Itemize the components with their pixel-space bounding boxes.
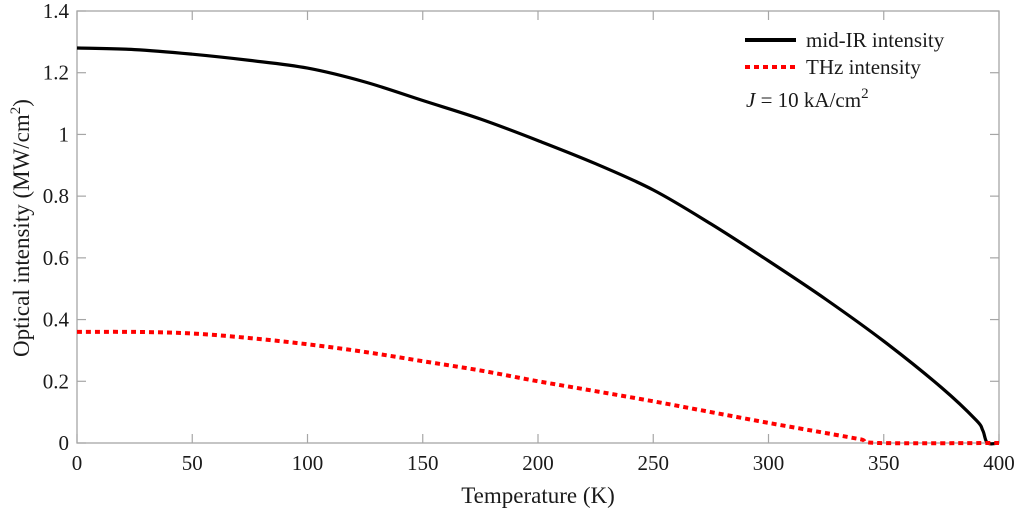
x-tick-label: 350 bbox=[868, 451, 900, 475]
y-tick-label: 1 bbox=[59, 122, 70, 146]
legend-label-thz: THz intensity bbox=[806, 55, 921, 79]
y-tick-label: 0.2 bbox=[43, 369, 69, 393]
y-tick-label: 0 bbox=[59, 431, 70, 455]
y-tick-label: 0.6 bbox=[43, 246, 69, 270]
x-tick-label: 200 bbox=[522, 451, 554, 475]
y-tick-label: 1.2 bbox=[43, 61, 69, 85]
x-tick-label: 400 bbox=[983, 451, 1015, 475]
x-axis-ticks: 0 50 100 150 200 250 300 350 400 bbox=[72, 11, 1015, 475]
x-tick-label: 250 bbox=[638, 451, 670, 475]
y-tick-label: 0.4 bbox=[43, 308, 70, 332]
thz-intensity-line bbox=[76, 329, 1000, 446]
x-tick-label: 50 bbox=[182, 451, 203, 475]
x-tick-label: 0 bbox=[72, 451, 83, 475]
y-tick-label: 1.4 bbox=[43, 0, 70, 23]
x-tick-label: 300 bbox=[753, 451, 785, 475]
x-axis-title: Temperature (K) bbox=[461, 483, 615, 508]
y-axis-title: Optical intensity (MW/cm2) bbox=[8, 99, 34, 357]
current-density-annotation: J = 10 kA/cm2 bbox=[746, 86, 869, 112]
y-axis-ticks: 0 0.2 0.4 0.6 0.8 1 1.2 1.4 bbox=[43, 0, 999, 455]
x-tick-label: 100 bbox=[292, 451, 324, 475]
data-series bbox=[76, 46, 1000, 446]
legend-label-mid-ir: mid-IR intensity bbox=[806, 28, 945, 52]
x-tick-label: 150 bbox=[407, 451, 439, 475]
y-tick-label: 0.8 bbox=[43, 184, 69, 208]
legend: mid-IR intensity THz intensity J = 10 kA… bbox=[745, 28, 945, 112]
mid-ir-intensity-line bbox=[76, 46, 1000, 446]
